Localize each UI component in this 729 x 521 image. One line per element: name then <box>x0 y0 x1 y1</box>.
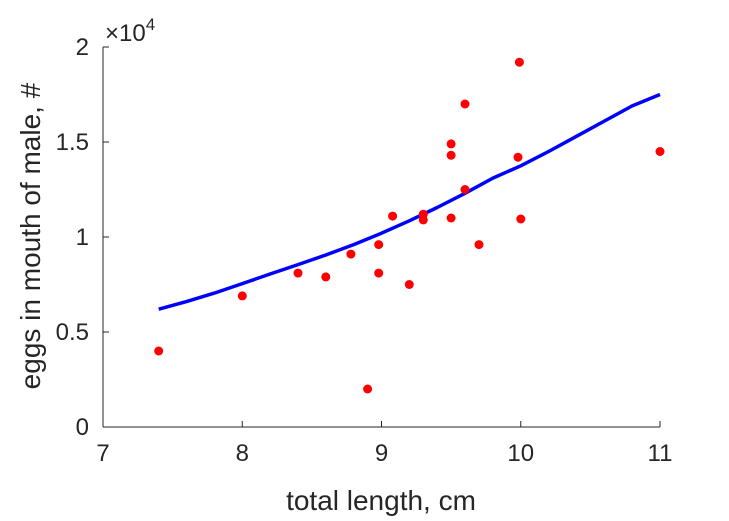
data-point <box>363 384 373 394</box>
fit-curve <box>158 92 661 311</box>
y-tick-label: 0.5 <box>56 319 89 346</box>
y-multiplier-exponent: 4 <box>146 15 155 34</box>
x-axis-label: total length, cm <box>286 485 476 516</box>
data-point <box>460 99 470 109</box>
data-point <box>446 139 456 149</box>
data-point <box>513 152 523 162</box>
data-point <box>321 272 331 282</box>
data-point <box>516 214 526 224</box>
data-point <box>374 240 384 250</box>
data-point <box>154 346 164 356</box>
data-point <box>346 249 356 259</box>
data-point <box>460 185 470 194</box>
x-tick-label: 9 <box>375 440 388 467</box>
data-point <box>293 268 303 278</box>
x-tick-label: 11 <box>648 440 673 467</box>
y-multiplier-label: ×104 <box>105 15 155 47</box>
data-point <box>374 268 384 278</box>
data-point <box>514 57 524 67</box>
y-tick-label: 0 <box>76 414 89 441</box>
data-point <box>446 150 456 160</box>
y-tick-label: 1 <box>76 224 89 251</box>
x-tick-label: 10 <box>507 440 534 467</box>
data-point <box>474 240 484 250</box>
plot-area <box>154 57 665 394</box>
x-tick-label: 8 <box>236 440 249 467</box>
axes: 7 8 9 10 11 0 0.5 1 1.5 2 <box>56 34 673 467</box>
data-point <box>237 291 247 301</box>
x-tick-label: 7 <box>96 440 109 467</box>
y-tick-label: 1.5 <box>56 129 89 156</box>
y-multiplier-base: ×10 <box>105 20 146 47</box>
data-point <box>655 147 665 156</box>
y-tick-label: 2 <box>76 34 89 61</box>
data-point <box>418 215 428 225</box>
y-axis-label: eggs in mouth of male, # <box>15 82 46 389</box>
data-point <box>404 280 414 289</box>
data-point <box>446 213 456 223</box>
data-point <box>388 211 398 221</box>
